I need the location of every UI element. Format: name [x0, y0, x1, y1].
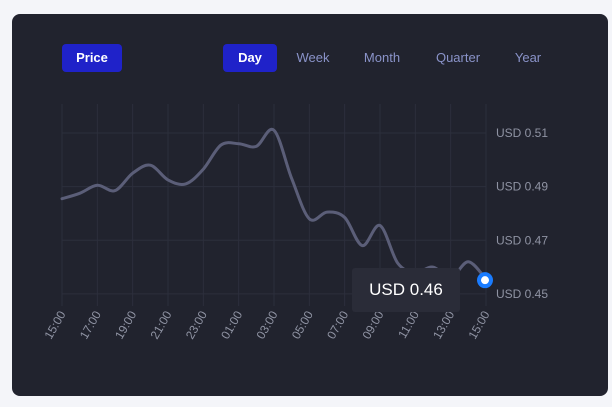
x-tick-label: 13:00: [430, 308, 457, 341]
price-button[interactable]: Price: [62, 44, 122, 72]
x-tick-label: 23:00: [183, 308, 210, 341]
chart-card: Price Day Week Month Quarter Year 15:00 1…: [12, 14, 608, 396]
x-tick-label: 09:00: [359, 308, 386, 341]
x-tick-label: 05:00: [289, 308, 316, 341]
x-tick-label: 01:00: [218, 308, 245, 341]
y-tick-label: USD 0.47: [496, 233, 548, 247]
x-tick-label: 19:00: [112, 308, 139, 341]
x-tick-label: 15:00: [465, 308, 492, 341]
tab-quarter[interactable]: Quarter: [435, 50, 481, 65]
tab-week[interactable]: Week: [296, 50, 330, 65]
tab-day[interactable]: Day: [223, 44, 277, 72]
x-tick-label: 11:00: [395, 308, 422, 341]
x-tick-label: 21:00: [147, 308, 174, 341]
y-tick-label: USD 0.49: [496, 180, 548, 194]
price-tooltip: USD 0.46: [352, 268, 460, 312]
x-tick-label: 17:00: [77, 308, 104, 341]
x-tick-label: 07:00: [324, 308, 351, 341]
current-price-marker-center: [481, 276, 489, 285]
x-tick-label: 03:00: [253, 308, 280, 341]
tab-month[interactable]: Month: [363, 50, 401, 65]
x-tick-label: 15:00: [41, 308, 68, 341]
y-tick-label: USD 0.45: [496, 287, 548, 301]
price-line-chart: 15:00 17:00 19:00 21:00 23:00 01:00 03:00 05:00…: [41, 104, 548, 342]
tab-year[interactable]: Year: [514, 50, 542, 65]
y-tick-label: USD 0.51: [496, 126, 548, 140]
